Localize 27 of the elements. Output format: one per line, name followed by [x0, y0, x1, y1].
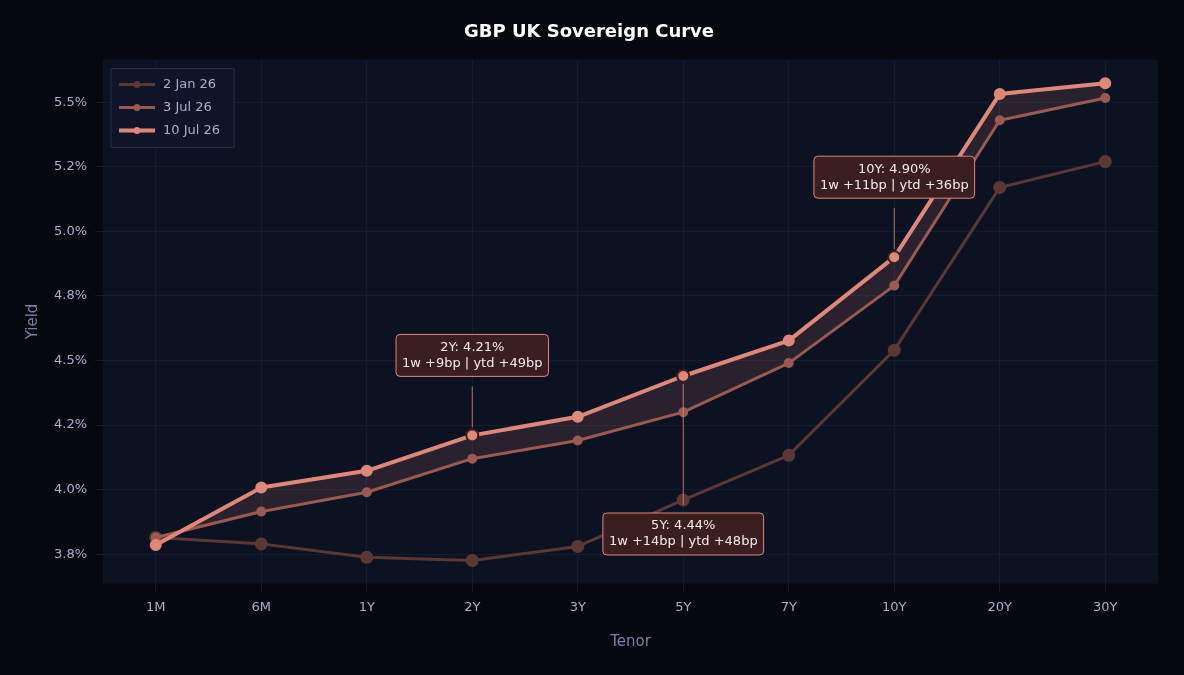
annotation: 10Y: 4.90% 1w +11bp | ytd +36bp	[819, 160, 969, 192]
x-tick-label: 6M	[251, 598, 272, 614]
y-tick-label: 5.5%	[54, 93, 88, 109]
x-axis-title: Tenor	[609, 631, 652, 650]
x-tick-label: 10Y	[882, 598, 907, 614]
legend-label: 3 Jul 26	[163, 98, 212, 114]
y-tick-label: 4.2%	[54, 416, 88, 432]
annotation: 5Y: 4.44% 1w +14bp | ytd +48bp	[608, 517, 758, 549]
legend-label: 10 Jul 26	[163, 121, 221, 137]
x-tick-label: 3Y	[569, 598, 586, 614]
x-tick-label: 1Y	[358, 598, 375, 614]
x-tick-label: 5Y	[675, 598, 692, 614]
y-tick-label: 3.8%	[54, 545, 88, 561]
x-tick-label: 7Y	[780, 598, 797, 614]
y-tick-label: 5.0%	[54, 222, 88, 238]
legend-label: 2 Jan 26	[163, 75, 217, 91]
chart-title: GBP UK Sovereign Curve	[463, 20, 715, 42]
y-tick-label: 5.2%	[54, 158, 88, 174]
y-axis-title: Yield	[22, 303, 41, 341]
y-tick-label: 4.5%	[54, 351, 88, 367]
x-tick-label: 20Y	[987, 598, 1013, 614]
x-tick-label: 30Y	[1093, 598, 1118, 614]
y-tick-label: 4.8%	[54, 287, 88, 303]
x-tick-label: 1M	[146, 598, 166, 614]
y-tick-label: 4.0%	[54, 481, 88, 497]
x-tick-label: 2Y	[464, 598, 481, 614]
annotation: 2Y: 4.21% 1w +9bp | ytd +49bp	[402, 338, 543, 370]
